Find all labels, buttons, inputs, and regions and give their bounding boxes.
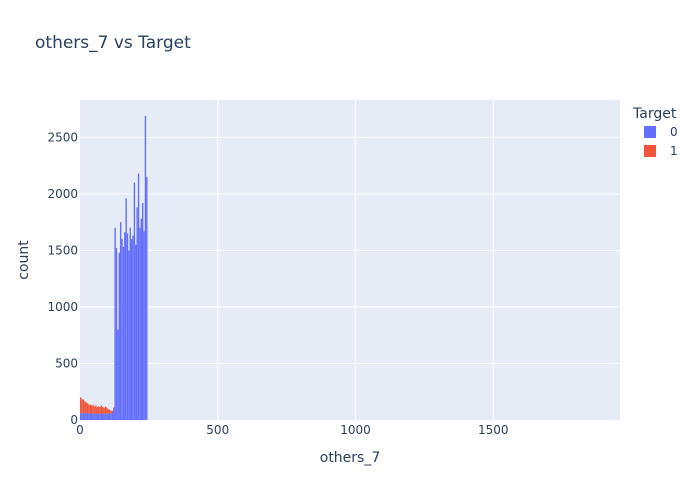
- gridlines: [80, 100, 620, 420]
- bar-target-1: [99, 406, 101, 414]
- y-axis-title: count: [16, 240, 32, 280]
- bar-target-1: [85, 402, 87, 414]
- bar-target-0: [106, 413, 108, 420]
- bar-target-1: [93, 406, 96, 414]
- bar-target-1: [86, 403, 89, 414]
- bar-target-0: [119, 222, 122, 420]
- bar-target-1: [88, 404, 90, 414]
- bars: [80, 115, 148, 421]
- bar-target-0: [89, 412, 92, 420]
- bar-target-0: [125, 198, 127, 420]
- bar-target-0: [118, 252, 120, 420]
- bar-target-1: [103, 407, 105, 415]
- bar-target-0: [108, 413, 111, 420]
- bar-target-0: [121, 239, 123, 420]
- bar-target-1: [106, 407, 108, 414]
- bar-target-0: [117, 329, 119, 420]
- bar-target-0: [80, 413, 82, 420]
- bar-target-0: [122, 246, 125, 420]
- bar-target-1: [104, 406, 107, 414]
- bar-target-0: [113, 408, 115, 420]
- bar-target-1: [100, 405, 103, 414]
- plot-background: [80, 100, 620, 420]
- bar-target-0: [135, 244, 137, 420]
- chart-title: others_7 vs Target: [35, 33, 191, 53]
- bar-target-0: [126, 233, 129, 420]
- bar-target-0: [115, 248, 118, 420]
- x-tick-labels: 0 500 1000 1500: [76, 423, 508, 437]
- bar-target-0: [136, 207, 138, 420]
- bar-target-0: [111, 412, 114, 420]
- bar-target-1: [108, 409, 111, 414]
- bar-target-0: [130, 239, 133, 420]
- bar-target-0: [100, 413, 103, 420]
- bar-target-0: [137, 173, 140, 420]
- bar-target-0: [88, 413, 90, 420]
- bar-target-1: [96, 407, 98, 415]
- bar-target-1: [111, 410, 114, 413]
- bar-target-0: [85, 413, 87, 420]
- y-tick-label: 1000: [47, 300, 78, 314]
- bar-target-0: [110, 413, 112, 420]
- x-axis-title: others_7: [320, 450, 381, 466]
- bar-target-1: [113, 407, 115, 409]
- bar-target-0: [129, 227, 131, 420]
- bar-target-1: [91, 405, 93, 414]
- bar-target-1: [84, 401, 86, 413]
- bar-target-0: [143, 231, 145, 420]
- x-tick-label: 500: [206, 423, 229, 437]
- bar-target-0: [132, 235, 134, 420]
- bar-target-0: [91, 413, 93, 420]
- bar-target-1: [102, 406, 104, 414]
- legend-title: Target: [632, 106, 677, 122]
- y-tick-label: 0: [70, 413, 78, 427]
- bar-target-0: [141, 202, 144, 420]
- bar-target-0: [82, 412, 85, 420]
- legend[interactable]: Target 0 1: [632, 106, 678, 158]
- bar-target-0: [140, 218, 142, 420]
- bar-target-1: [82, 399, 85, 413]
- bar-target-1: [97, 406, 100, 414]
- bar-target-0: [81, 413, 83, 420]
- legend-label-1: 1: [670, 144, 678, 158]
- bar-target-0: [133, 182, 136, 420]
- bar-target-0: [107, 413, 109, 420]
- bar-target-1: [110, 410, 112, 414]
- bar-target-0: [96, 414, 98, 420]
- y-tick-label: 2500: [47, 130, 78, 144]
- bar-target-0: [93, 413, 96, 420]
- y-tick-label: 500: [55, 356, 78, 370]
- bar-target-0: [114, 227, 116, 420]
- bar-target-0: [104, 413, 107, 420]
- bar-target-1: [89, 404, 92, 413]
- x-tick-label: 1500: [478, 423, 509, 437]
- bar-target-0: [97, 413, 100, 420]
- y-tick-label: 1500: [47, 243, 78, 257]
- bar-target-0: [146, 176, 148, 420]
- bar-target-0: [103, 414, 105, 420]
- bar-target-0: [92, 413, 94, 420]
- bar-target-0: [99, 413, 101, 420]
- bar-target-0: [139, 227, 141, 420]
- bar-target-1: [80, 397, 82, 414]
- bar-target-0: [124, 232, 126, 420]
- bar-target-0: [95, 413, 97, 420]
- legend-label-0: 0: [670, 125, 678, 139]
- y-tick-labels: 0 500 1000 1500 2000 2500: [47, 130, 78, 427]
- y-tick-label: 2000: [47, 187, 78, 201]
- bar-target-1: [81, 399, 83, 414]
- x-tick-label: 1000: [340, 423, 371, 437]
- bar-target-0: [86, 413, 89, 420]
- bar-target-0: [84, 412, 86, 420]
- bar-target-1: [107, 409, 109, 414]
- bar-target-0: [102, 413, 104, 420]
- x-tick-label: 0: [76, 423, 84, 437]
- bar-target-0: [128, 250, 130, 420]
- legend-swatch-1: [644, 145, 656, 157]
- legend-swatch-0: [644, 126, 656, 138]
- bar-target-1: [95, 405, 97, 414]
- bar-target-1: [92, 404, 94, 414]
- bar-target-0: [144, 115, 147, 421]
